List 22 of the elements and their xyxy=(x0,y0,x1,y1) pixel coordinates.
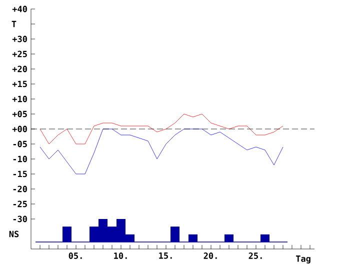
y-tick-label: +15 xyxy=(12,80,27,88)
x-axis-title: Tag xyxy=(296,256,310,264)
x-tick-label: 20. xyxy=(204,252,217,259)
y-tick-label: -25 xyxy=(13,200,27,208)
x-tick-label: 15. xyxy=(159,252,172,259)
y-axis-title: T xyxy=(12,20,16,28)
y-tick-label: +10 xyxy=(12,96,27,102)
y-tick-label: +40 xyxy=(12,6,27,12)
y-tick-label: -20 xyxy=(13,186,27,192)
y-tick-label: +20 xyxy=(12,66,27,72)
y-tick-label: +00 xyxy=(12,126,27,132)
y-tick-label: -05 xyxy=(13,140,27,148)
y-tick-label: -10 xyxy=(13,156,27,162)
y-tick-label: +25 xyxy=(12,50,27,58)
x-tick-label: 25. xyxy=(248,252,262,259)
y-tick-label: -15 xyxy=(13,170,27,178)
x-tick-label: 10. xyxy=(114,252,127,259)
y-tick-label: +05 xyxy=(12,110,27,118)
y-tick-label: +30 xyxy=(12,36,27,42)
y-tick-label: -30 xyxy=(13,216,27,222)
x-tick-label: 05. xyxy=(68,252,82,259)
y-axis-title: NS xyxy=(9,230,19,238)
